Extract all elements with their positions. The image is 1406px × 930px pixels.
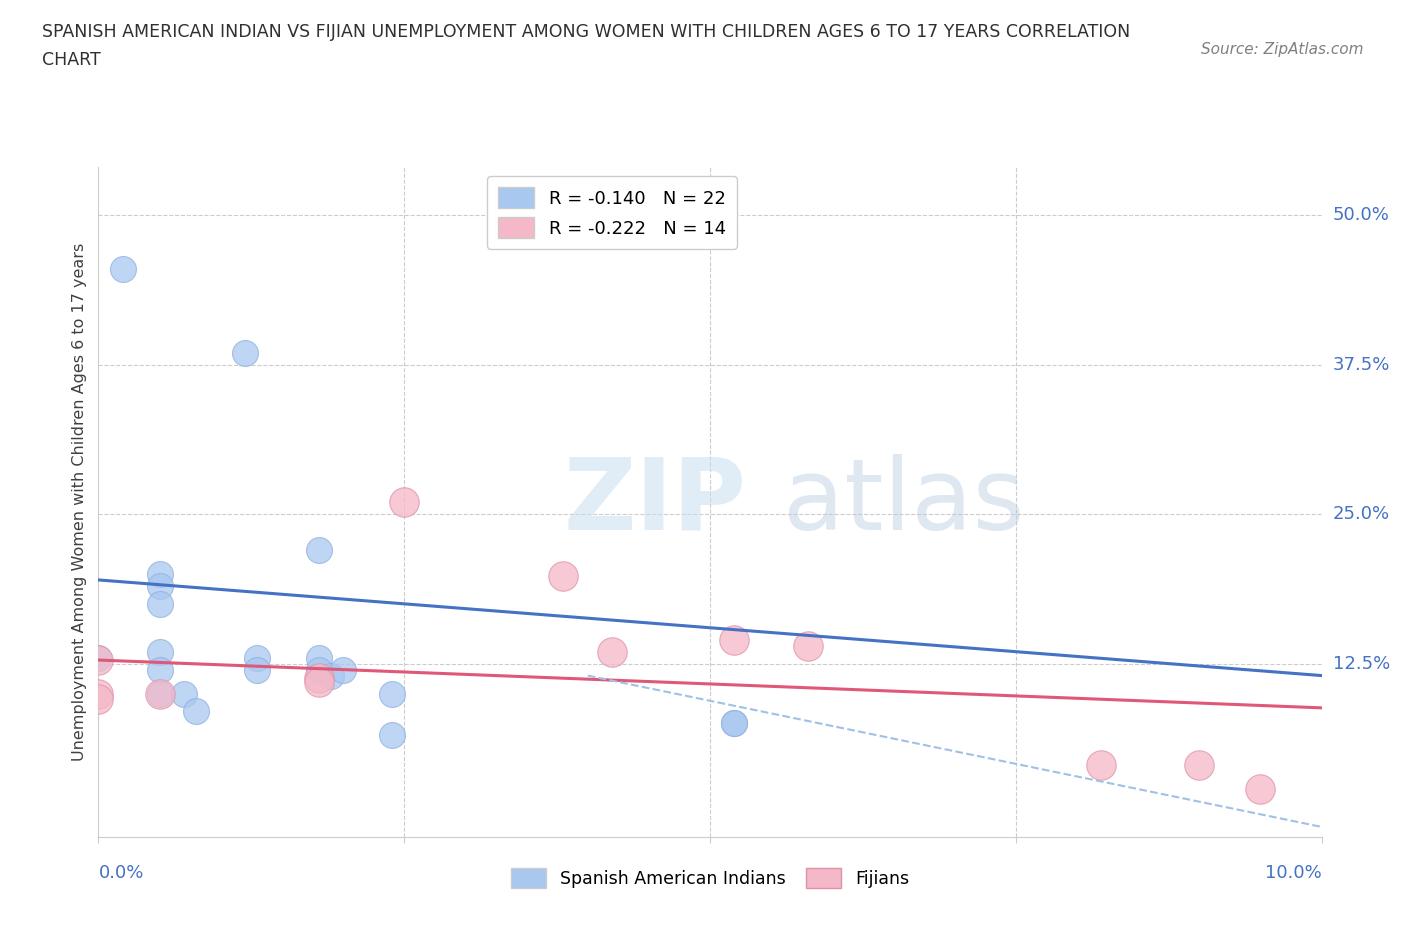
Point bbox=[149, 686, 172, 701]
Point bbox=[87, 692, 110, 707]
Point bbox=[1090, 758, 1112, 773]
Text: 12.5%: 12.5% bbox=[1333, 655, 1391, 672]
Point bbox=[308, 674, 330, 689]
Text: 37.5%: 37.5% bbox=[1333, 355, 1391, 374]
Point bbox=[308, 650, 330, 665]
Text: 0.0%: 0.0% bbox=[98, 864, 143, 882]
Point bbox=[553, 569, 575, 584]
Point bbox=[723, 716, 745, 731]
Point bbox=[308, 671, 330, 685]
Text: 25.0%: 25.0% bbox=[1333, 505, 1391, 524]
Point bbox=[149, 662, 172, 677]
Text: ZIP: ZIP bbox=[564, 454, 747, 551]
Point bbox=[1188, 758, 1211, 773]
Point bbox=[186, 704, 208, 719]
Point bbox=[149, 686, 172, 701]
Point bbox=[332, 662, 354, 677]
Point bbox=[723, 632, 745, 647]
Point bbox=[87, 650, 110, 665]
Point bbox=[149, 644, 172, 659]
Point bbox=[723, 716, 745, 731]
Point bbox=[381, 686, 404, 701]
Text: CHART: CHART bbox=[42, 51, 101, 69]
Point bbox=[149, 578, 172, 593]
Point bbox=[246, 662, 269, 677]
Point bbox=[600, 644, 623, 659]
Point bbox=[111, 261, 134, 276]
Point bbox=[308, 662, 330, 677]
Point bbox=[308, 542, 330, 557]
Text: SPANISH AMERICAN INDIAN VS FIJIAN UNEMPLOYMENT AMONG WOMEN WITH CHILDREN AGES 6 : SPANISH AMERICAN INDIAN VS FIJIAN UNEMPL… bbox=[42, 23, 1130, 41]
Point bbox=[173, 686, 195, 701]
Point bbox=[381, 728, 404, 743]
Point bbox=[87, 653, 110, 668]
Y-axis label: Unemployment Among Women with Children Ages 6 to 17 years: Unemployment Among Women with Children A… bbox=[72, 243, 87, 762]
Text: Source: ZipAtlas.com: Source: ZipAtlas.com bbox=[1201, 42, 1364, 57]
Text: atlas: atlas bbox=[783, 454, 1025, 551]
Legend: Spanish American Indians, Fijians: Spanish American Indians, Fijians bbox=[505, 861, 915, 896]
Point bbox=[246, 650, 269, 665]
Point bbox=[87, 686, 110, 701]
Point bbox=[149, 566, 172, 581]
Text: 10.0%: 10.0% bbox=[1265, 864, 1322, 882]
Point bbox=[319, 668, 342, 683]
Point bbox=[797, 638, 820, 653]
Point bbox=[1249, 782, 1271, 797]
Point bbox=[233, 345, 256, 360]
Point bbox=[149, 596, 172, 611]
Text: 50.0%: 50.0% bbox=[1333, 206, 1389, 224]
Point bbox=[392, 495, 416, 510]
